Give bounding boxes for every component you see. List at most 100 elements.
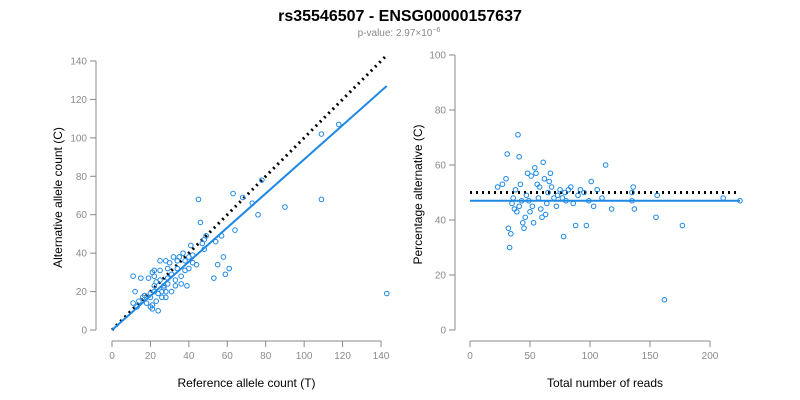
left-data-point [164, 281, 171, 287]
right-data-point [514, 208, 520, 215]
right-data-point [559, 195, 566, 201]
left-x-tick-label: 100 [296, 351, 313, 362]
right-data-point [577, 186, 584, 193]
left-data-point [203, 233, 209, 239]
right-data-point [540, 159, 547, 166]
left-data-point [255, 211, 261, 218]
right-data-point [548, 184, 555, 190]
right-data-point [563, 197, 569, 204]
right-data-point [544, 200, 550, 207]
left-data-point [151, 273, 158, 280]
right-data-point [562, 189, 568, 196]
left-data-point [239, 194, 246, 201]
right-data-point [545, 189, 551, 196]
left-data-point [172, 277, 179, 283]
left-x-tick-label: 80 [260, 351, 272, 362]
right-data-point [536, 184, 543, 190]
right-data-point [551, 195, 557, 201]
p-value-subtitle: p-value: 2.97×10−6 [358, 27, 441, 39]
left-data-point [157, 258, 163, 264]
left-x-tick-label: 20 [145, 351, 157, 362]
left-data-point [170, 254, 177, 260]
left-reference-line [110, 54, 388, 332]
left-data-point [149, 302, 156, 308]
left-data-point [141, 292, 148, 299]
left-data-point [249, 200, 256, 206]
right-data-point [546, 178, 553, 185]
right-data-point [516, 203, 523, 210]
right-x-tick-label: 150 [642, 351, 659, 362]
left-data-point [259, 177, 265, 183]
right-data-point [568, 184, 574, 190]
left-data-point [149, 306, 156, 312]
left-data-point [318, 131, 325, 137]
right-y-tick-label: 40 [435, 216, 447, 227]
left-data-point [134, 304, 140, 310]
left-data-point [157, 277, 163, 283]
right-data-point [586, 197, 592, 204]
left-data-point [155, 307, 161, 314]
right-data-point [499, 181, 506, 188]
right-data-point [560, 233, 567, 240]
left-x-tick-label: 140 [373, 351, 390, 362]
left-data-point [197, 219, 204, 226]
right-data-point [629, 197, 635, 204]
right-data-point [541, 175, 548, 182]
left-data-point [222, 271, 229, 278]
left-data-point [318, 196, 325, 203]
right-x-axis-title: Total number of reads [547, 376, 663, 390]
left-data-point [151, 267, 158, 274]
left-data-point [164, 265, 171, 272]
right-y-tick-label: 0 [440, 326, 446, 337]
right-x-tick-label: 0 [467, 351, 473, 362]
left-y-tick-label: 60 [76, 210, 88, 221]
left-data-point [138, 275, 144, 281]
right-data-point [554, 192, 561, 199]
right-data-point [528, 173, 535, 179]
left-data-point [157, 267, 163, 274]
right-data-point [653, 214, 659, 221]
left-y-tick-label: 140 [70, 57, 87, 68]
left-data-point [211, 275, 217, 281]
right-data-point [661, 296, 668, 303]
left-data-point [164, 275, 171, 281]
left-data-point [187, 242, 194, 249]
right-data-point [515, 131, 521, 138]
right-data-point [533, 170, 539, 177]
right-data-point [572, 222, 579, 229]
left-data-point [201, 246, 208, 253]
p-value-exponent: −6 [432, 27, 440, 34]
left-data-point [193, 261, 200, 268]
left-data-point [335, 121, 342, 128]
left-x-tick-label: 120 [334, 351, 351, 362]
right-data-point [520, 219, 526, 226]
left-data-point [168, 271, 175, 278]
right-data-point [631, 206, 638, 212]
right-y-axis-title: Percentage alternative (C) [411, 124, 425, 264]
left-data-point [226, 265, 233, 272]
right-data-point [506, 244, 513, 251]
left-data-point [184, 283, 190, 289]
right-data-point [518, 197, 525, 204]
left-y-tick-label: 80 [76, 172, 88, 183]
left-data-point [145, 275, 152, 281]
left-data-point [130, 273, 136, 280]
left-data-point [136, 298, 142, 304]
left-data-point [178, 273, 184, 280]
right-data-point [553, 203, 560, 210]
right-data-point [594, 186, 601, 193]
right-data-point [504, 151, 511, 157]
left-y-tick-label: 100 [70, 133, 87, 144]
left-y-tick-label: 0 [81, 326, 87, 337]
left-data-point [282, 204, 288, 210]
right-y-tick-label: 60 [435, 161, 447, 172]
left-data-point [172, 283, 179, 289]
right-data-point [679, 222, 686, 229]
right-data-point [516, 153, 523, 160]
right-data-point [599, 195, 605, 201]
right-y-tick-label: 100 [429, 51, 446, 62]
left-y-tick-label: 20 [76, 287, 88, 298]
right-data-point [510, 195, 517, 201]
